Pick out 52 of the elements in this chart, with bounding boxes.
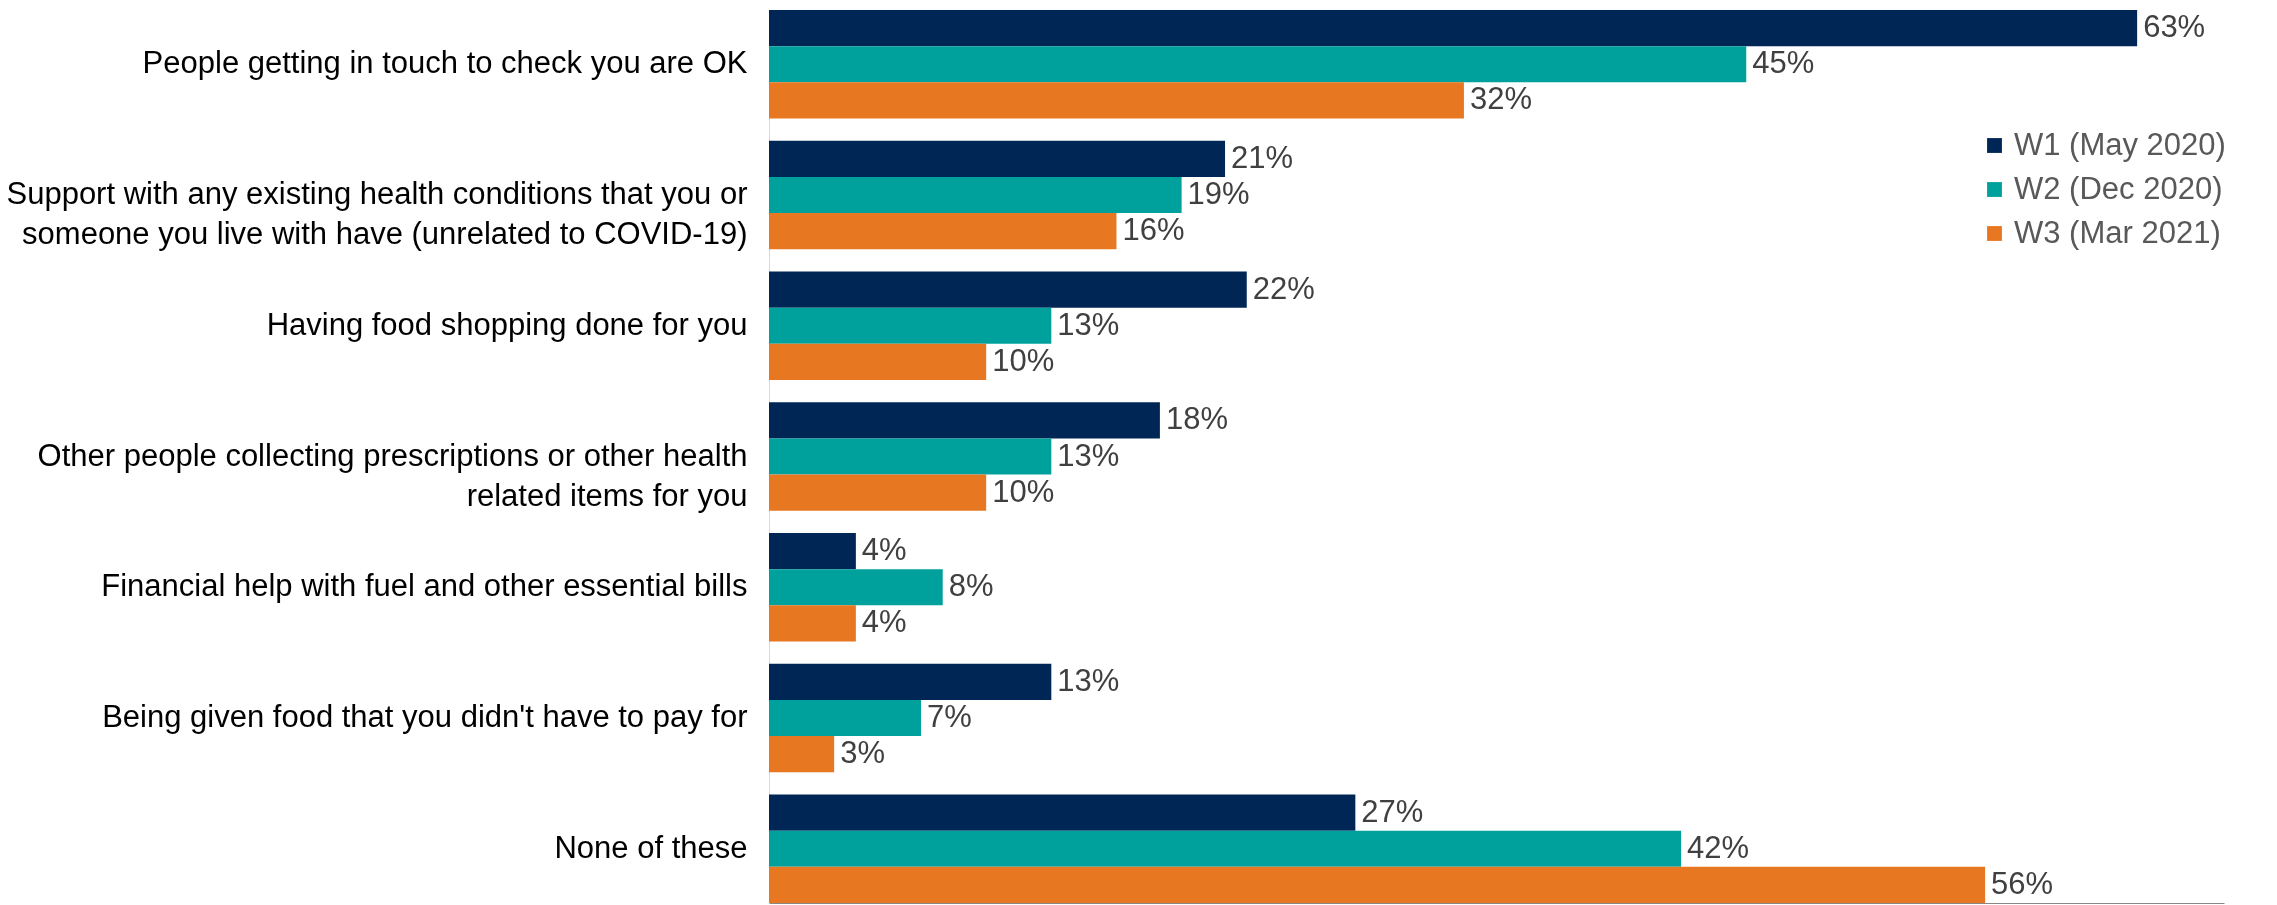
data-label: 7% <box>927 698 972 734</box>
bar <box>769 736 835 773</box>
data-label: 22% <box>1252 270 1315 306</box>
y-tick-label: Having food shopping done for you <box>266 306 748 342</box>
bar <box>769 438 1052 475</box>
data-label: 13% <box>1057 437 1120 473</box>
bar <box>769 82 1464 119</box>
bar <box>769 402 1160 439</box>
bar <box>769 213 1117 250</box>
bar <box>769 140 1226 177</box>
data-label: 4% <box>861 532 907 568</box>
y-tick-label: Financial help with fuel and other essential bills <box>101 568 748 604</box>
data-label: 45% <box>1752 45 1815 81</box>
data-label: 16% <box>1122 212 1185 248</box>
data-label: 19% <box>1187 176 1250 212</box>
legend-label: W2 (Dec 2020) <box>2014 170 2223 206</box>
data-label: 4% <box>861 604 907 640</box>
bar <box>769 474 987 511</box>
bar <box>769 176 1182 214</box>
bar <box>769 699 922 737</box>
y-tick-label: People getting in touch to check you are OK <box>142 45 748 81</box>
bar <box>769 605 856 642</box>
data-label: 10% <box>992 473 1055 509</box>
data-label: 13% <box>1057 306 1120 342</box>
legend-label: W1 (May 2020) <box>2014 126 2226 162</box>
bar <box>769 10 2138 47</box>
legend-label: W3 (Mar 2021) <box>2014 214 2221 250</box>
bar <box>769 46 1747 83</box>
bar <box>769 343 987 381</box>
bar <box>769 794 1356 831</box>
bar <box>769 830 1682 867</box>
y-tick-label: Being given food that you didn't have to pay for <box>102 698 748 734</box>
bar <box>769 663 1052 700</box>
data-label: 27% <box>1361 793 1424 829</box>
data-label: 10% <box>992 342 1055 378</box>
bar <box>769 866 1986 903</box>
bar <box>769 307 1052 344</box>
bar <box>769 569 943 606</box>
bar <box>769 271 1247 308</box>
data-label: 42% <box>1687 829 1750 865</box>
data-label: 18% <box>1165 401 1228 437</box>
data-label: 56% <box>1991 865 2054 901</box>
data-label: 8% <box>948 568 994 604</box>
data-label: 63% <box>2143 9 2206 45</box>
data-label: 13% <box>1057 662 1120 698</box>
y-tick-label: Support with any existing health conditions that you or someone you live with have (unrelated to COVID-19) <box>6 176 748 252</box>
bar <box>769 532 856 570</box>
data-label: 21% <box>1231 139 1294 175</box>
y-tick-label: Other people collecting prescriptions or other health related items for you <box>37 437 748 513</box>
data-label: 3% <box>840 735 885 771</box>
data-label: 32% <box>1469 81 1532 117</box>
y-tick-label: None of these <box>554 829 748 865</box>
